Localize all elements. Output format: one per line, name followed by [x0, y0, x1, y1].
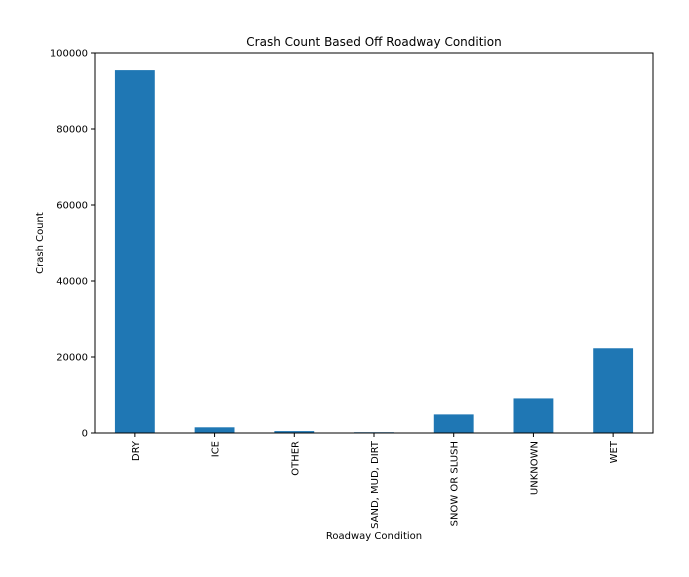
- bar-snow-or-slush: [433, 414, 474, 433]
- y-tick-label: 20000: [56, 353, 88, 364]
- y-tick-label: 0: [82, 429, 88, 440]
- y-tick-label: 60000: [56, 201, 88, 212]
- x-tick-label-other: OTHER: [290, 441, 301, 476]
- bar-wet: [593, 348, 634, 433]
- y-axis: 0 20000 40000 60000 80000 100000: [50, 49, 95, 440]
- x-tick-label-unknown: UNKNOWN: [529, 441, 540, 495]
- y-tick-label: 80000: [56, 125, 88, 136]
- y-tick-label: 100000: [50, 49, 88, 60]
- x-tick-label-dry: DRY: [131, 440, 142, 461]
- x-axis-label: Roadway Condition: [326, 531, 422, 542]
- x-tick-label-sand-mud-dirt: SAND, MUD, DIRT: [370, 440, 381, 529]
- chart-title: Crash Count Based Off Roadway Condition: [246, 35, 501, 49]
- plot-frame: [94, 52, 654, 434]
- x-tick-label-ice: ICE: [211, 441, 222, 457]
- x-tick-label-snow-or-slush: SNOW OR SLUSH: [450, 441, 461, 526]
- bar-group: [114, 70, 634, 433]
- x-axis: DRY ICE OTHER SAND, MUD, DIRT SNOW OR SLUSH U…: [131, 433, 620, 529]
- bar-other: [274, 431, 315, 433]
- x-tick-label-wet: WET: [609, 440, 620, 463]
- y-tick-label: 40000: [56, 277, 88, 288]
- bar-dry: [114, 70, 155, 433]
- bar-unknown: [513, 398, 554, 433]
- bar-ice: [194, 427, 235, 433]
- y-axis-label: Crash Count: [35, 212, 46, 274]
